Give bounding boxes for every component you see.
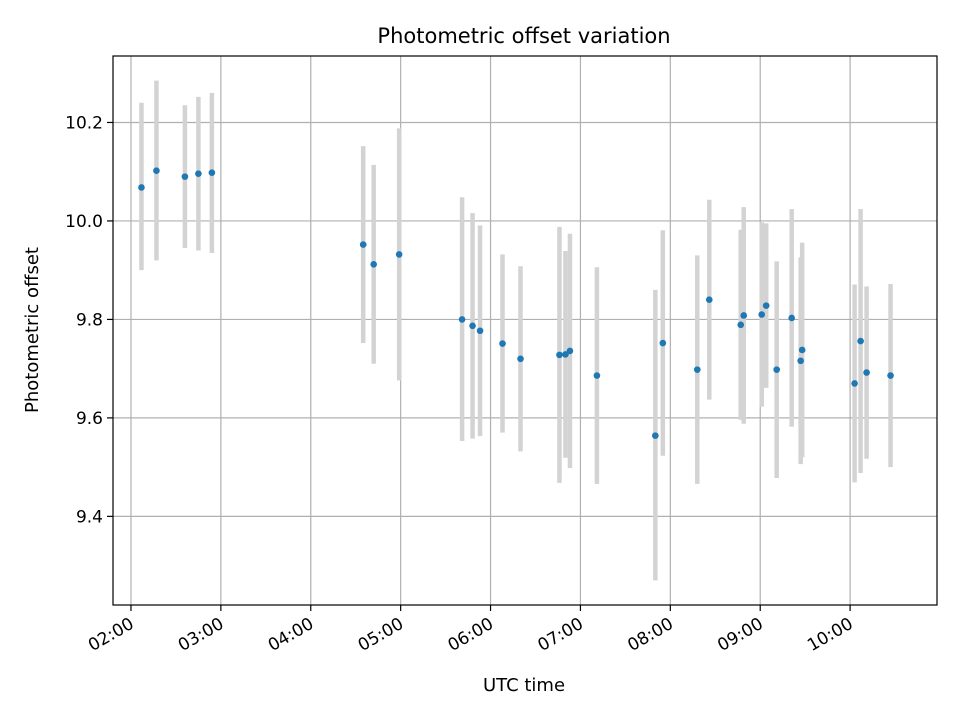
x-tick-label: 02:00 (85, 614, 137, 656)
x-tick-label: 06:00 (445, 614, 497, 656)
data-point (562, 351, 569, 358)
error-bars (139, 80, 893, 581)
data-point (208, 169, 216, 176)
data-point (798, 346, 806, 354)
data-point (566, 347, 574, 355)
data-point (693, 366, 701, 373)
data-point (659, 339, 667, 347)
data-point (517, 355, 524, 363)
data-point (195, 170, 202, 177)
chart-title: Photometric offset variation (377, 24, 670, 48)
data-point (851, 380, 858, 387)
x-tick-label: 10:00 (804, 614, 856, 656)
x-tick-label: 03:00 (175, 614, 227, 656)
y-axis-label: Photometric offset (22, 247, 43, 413)
data-point (857, 337, 864, 345)
data-point (863, 369, 870, 376)
data-point (458, 316, 466, 323)
data-point (370, 260, 377, 268)
plot-frame (112, 55, 938, 606)
data-point (887, 372, 894, 379)
x-tick-label: 04:00 (265, 614, 317, 656)
data-point (499, 340, 506, 347)
data-point (359, 241, 367, 248)
data-point (153, 167, 160, 175)
x-tick-label: 05:00 (355, 614, 407, 656)
data-point (593, 372, 601, 379)
data-point (652, 432, 659, 439)
y-tick-label: 9.6 (76, 409, 103, 429)
data-point (705, 296, 713, 304)
data-point (138, 184, 145, 191)
y-tick-label: 10.2 (65, 113, 103, 133)
x-tick-label: 08:00 (624, 614, 676, 656)
data-points (138, 167, 894, 439)
y-tick-label: 10.0 (65, 212, 103, 232)
data-point (556, 351, 563, 359)
y-tick-label: 9.8 (76, 310, 103, 330)
data-point (762, 302, 770, 309)
data-point (740, 312, 748, 319)
data-point (737, 321, 745, 329)
data-point (788, 314, 795, 322)
y-axis-ticks: 9.4 9.6 9.8 10.0 10.2 (65, 113, 113, 527)
grid (113, 56, 937, 605)
data-point (797, 357, 804, 365)
x-tick-label: 07:00 (534, 614, 586, 656)
data-point (758, 311, 766, 318)
y-tick-label: 9.4 (76, 507, 103, 527)
data-point (476, 327, 484, 335)
x-axis-label: UTC time (483, 675, 565, 696)
data-point (773, 366, 780, 373)
x-tick-label: 09:00 (714, 614, 766, 656)
x-axis-ticks: 02:00 03:00 04:00 05:00 06:00 07:00 08:00 09:00… (85, 605, 857, 656)
data-point (395, 251, 403, 258)
data-point (469, 322, 476, 330)
data-point (181, 173, 189, 180)
